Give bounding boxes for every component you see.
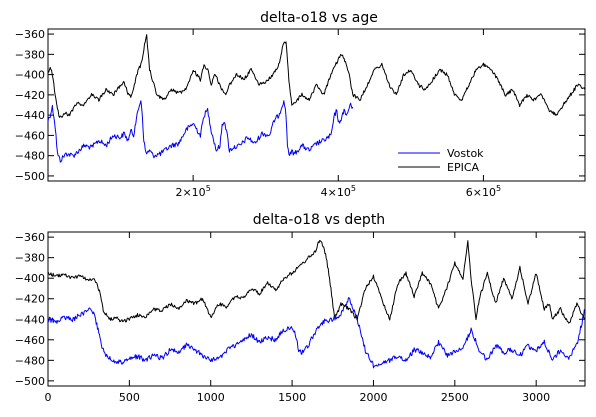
bottom-panel: delta-o18 vs depth −360−380−400−420−440−… [15,212,586,404]
y-tick-label: −500 [15,375,45,388]
y-tick-label: −360 [15,231,45,244]
series-line-epica [47,239,586,324]
bottom-panel-yticks: −360 −380 −400 −420 −440 −460 −480 −500 [15,231,585,388]
x-tick-label: 0 [45,391,52,404]
x-tick-label: 6×105 [466,184,501,199]
y-tick-label: −420 [15,89,45,102]
top-panel-title: delta-o18 vs age [260,10,378,26]
x-tick-label: 3000 [522,391,550,404]
y-tick-label: −360 [15,28,45,41]
x-tick-label: 2000 [359,391,387,404]
y-tick-label: −400 [15,69,45,82]
x-tick-label: 4×105 [321,184,356,199]
top-panel-series [47,34,586,163]
y-tick-label: −480 [15,150,45,163]
top-panel: delta-o18 vs age −360 −380 −400 −420 −440 −46… [15,10,586,199]
y-tick-label: −420 [15,293,45,306]
series-line-vostok [47,100,354,163]
y-tick-label: −380 [15,252,45,265]
x-tick-label: 500 [119,391,140,404]
x-tick-label: 1500 [278,391,306,404]
x-tick-label: 2500 [441,391,469,404]
bottom-panel-title: delta-o18 vs depth [253,212,385,228]
top-panel-legend: Vostok EPICA [398,147,484,174]
legend-vostok-label: Vostok [447,147,484,160]
top-panel-axes-box [47,28,586,182]
y-tick-label: −500 [15,170,45,183]
x-tick-label: 2×105 [175,184,210,199]
bottom-panel-series [47,239,586,369]
y-tick-label: −400 [15,272,45,285]
bottom-panel-xticks: 0 500 1000 1500 2000 2500 3000 [45,232,550,404]
top-panel-yticks: −360 −380 −400 −420 −440 −460 −480 −500 [15,28,585,183]
y-tick-label: −440 [15,109,45,122]
legend-epica-label: EPICA [447,161,480,174]
y-tick-label: −440 [15,313,45,326]
y-tick-label: −480 [15,354,45,367]
y-tick-label: −460 [15,334,45,347]
series-line-epica [47,34,586,118]
y-tick-label: −380 [15,48,45,61]
x-tick-label: 1000 [197,391,225,404]
series-line-vostok [47,297,586,369]
y-tick-label: −460 [15,129,45,142]
top-panel-xticks: 2×105 4×105 6×105 [175,29,501,199]
